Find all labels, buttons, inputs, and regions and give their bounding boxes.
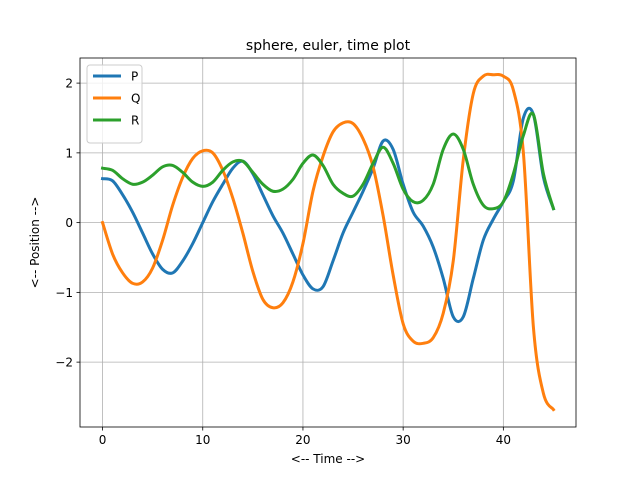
legend-label-r: R [131,114,139,128]
x-axis-label: <-- Time --> [291,452,365,466]
y-tick-label: 1 [65,146,73,160]
y-tick-label: 0 [65,216,73,230]
y-axis-label: <-- Position --> [28,197,42,289]
y-tick-label: −1 [55,286,73,300]
legend-label-q: Q [131,92,140,106]
legend: PQR [86,64,143,144]
series-line-p [100,106,556,324]
y-tick-label: 2 [65,77,73,91]
x-tick-label: 0 [99,433,107,447]
plot-frame [79,57,577,428]
legend-label-p: P [131,70,138,84]
series-line-q [100,72,556,412]
tick-layer: 0 10 20 30 40 −2 −1 0 1 2 [55,77,511,447]
x-tick-label: 20 [295,433,310,447]
chart-title: sphere, euler, time plot [246,38,411,54]
x-tick-label: 10 [195,433,210,447]
series-line-r [100,111,556,211]
x-tick-label: 30 [396,433,411,447]
series-layer [100,72,556,412]
legend-box [86,64,143,144]
x-tick-label: 40 [496,433,511,447]
y-tick-label: −2 [55,356,73,370]
